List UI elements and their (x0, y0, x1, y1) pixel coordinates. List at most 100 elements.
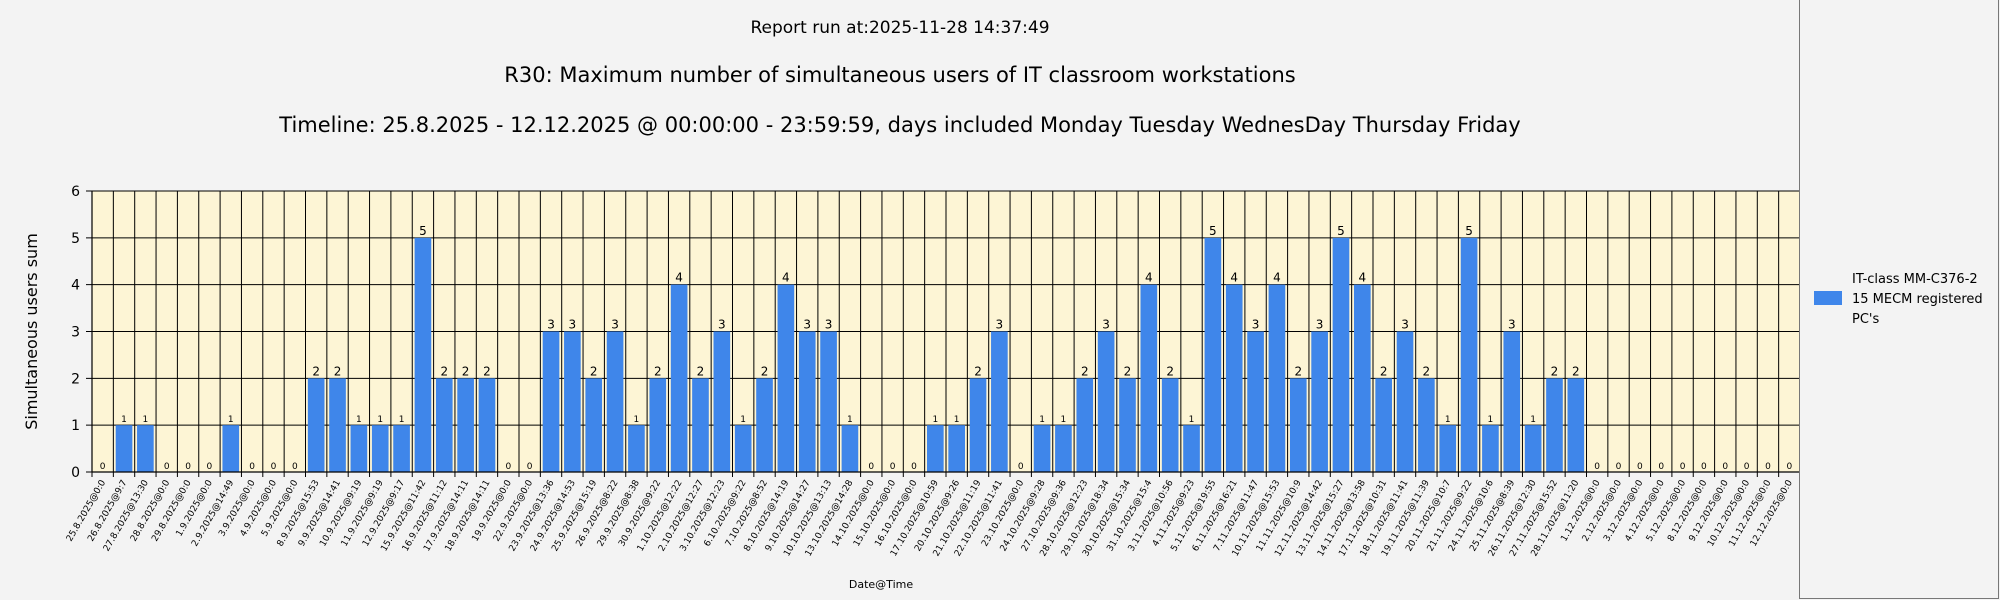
bar-value-label: 0 (1616, 462, 1622, 472)
bar-value-label: 0 (1701, 462, 1707, 472)
bar (670, 284, 688, 472)
bar (1524, 425, 1542, 472)
bar (1097, 331, 1115, 472)
bar-value-label: 4 (1145, 271, 1153, 285)
bar (820, 331, 837, 472)
bar-value-label: 2 (1551, 364, 1559, 378)
bar-value-label: 0 (527, 462, 533, 472)
bar-value-label: 3 (1252, 318, 1260, 332)
bar-value-label: 0 (1765, 462, 1771, 472)
bar (1183, 425, 1200, 472)
bar-value-label: 0 (1658, 462, 1664, 472)
bar-value-label: 3 (1508, 318, 1516, 332)
legend-swatch (1814, 291, 1842, 305)
bar (1055, 425, 1072, 472)
bar-value-label: 2 (1572, 364, 1580, 378)
report-run-timestamp: Report run at:2025-11-28 14:37:49 (750, 18, 1050, 38)
bar-chart: 0123456025.8.2025@0:0126.8.2025@9:7127.8… (22, 184, 1800, 591)
bar-value-label: 0 (1637, 462, 1643, 472)
bar-value-label: 1 (121, 415, 127, 425)
bar (414, 237, 432, 472)
bar-value-label: 2 (974, 364, 982, 378)
bar (222, 425, 240, 472)
bar-value-label: 1 (143, 415, 149, 425)
x-axis-title: Date@Time (849, 578, 913, 591)
bar (1140, 284, 1158, 472)
bar-value-label: 1 (932, 415, 938, 425)
bar-value-label: 4 (1359, 271, 1367, 285)
bar (734, 425, 752, 472)
bar (350, 425, 368, 472)
bar-value-label: 0 (292, 462, 298, 472)
bar-value-label: 2 (1124, 364, 1132, 378)
bar (329, 378, 346, 472)
bar-value-label: 1 (228, 415, 234, 425)
bar-value-label: 0 (164, 462, 170, 472)
bar (649, 378, 667, 472)
bar (1460, 237, 1478, 472)
bar-value-label: 1 (1445, 415, 1451, 425)
bar-value-label: 1 (1189, 415, 1195, 425)
bar (1439, 425, 1457, 472)
bar (1119, 378, 1136, 472)
bar (606, 331, 624, 472)
bar (1076, 378, 1094, 472)
y-tick-label: 5 (71, 231, 80, 247)
legend-panel: IT-class MM-C376-2 15 MECM registered PC… (1799, 0, 1999, 599)
bar-value-label: 2 (334, 364, 342, 378)
bar-value-label: 3 (547, 318, 555, 332)
bar-value-label: 0 (185, 462, 191, 472)
bar-value-label: 5 (1337, 224, 1345, 238)
bar (1033, 425, 1051, 472)
y-axis-title: Simultaneous users sum (22, 233, 41, 430)
bar-value-label: 3 (718, 318, 726, 332)
bar-value-label: 1 (356, 415, 362, 425)
bar (137, 425, 154, 472)
y-tick-label: 2 (71, 371, 80, 387)
bar-value-label: 2 (654, 364, 662, 378)
bar-value-label: 4 (1230, 271, 1238, 285)
bar-value-label: 2 (697, 364, 705, 378)
bar (628, 425, 645, 472)
bar-value-label: 1 (740, 415, 746, 425)
y-tick-label: 1 (71, 418, 80, 434)
bar-value-label: 2 (483, 364, 491, 378)
y-tick-label: 0 (71, 465, 80, 481)
bar-value-label: 0 (868, 462, 874, 472)
bar-value-label: 2 (1380, 364, 1388, 378)
bar (756, 378, 773, 472)
bar-value-label: 0 (1594, 462, 1600, 472)
bar (1567, 378, 1585, 472)
bar (371, 425, 389, 472)
bar-value-label: 0 (911, 462, 917, 472)
bar-value-label: 0 (1722, 462, 1728, 472)
bar-value-label: 0 (271, 462, 277, 472)
bar (585, 378, 603, 472)
bar-value-label: 3 (825, 318, 833, 332)
bar-value-label: 0 (207, 462, 213, 472)
bar (457, 378, 474, 472)
bar-value-label: 1 (634, 415, 640, 425)
bar (1289, 378, 1307, 472)
chart-subtitle: Timeline: 25.8.2025 - 12.12.2025 @ 00:00… (279, 113, 1521, 137)
y-tick-label: 6 (71, 184, 80, 200)
bar-value-label: 4 (675, 271, 683, 285)
bar-value-label: 1 (1061, 415, 1067, 425)
legend-label: IT-class MM-C376-2 15 MECM registered PC… (1852, 272, 1983, 327)
bar (1503, 331, 1521, 472)
bar-value-label: 0 (505, 462, 511, 472)
bar (692, 378, 709, 472)
bar-value-label: 2 (440, 364, 448, 378)
bar (542, 331, 560, 472)
bar-value-label: 3 (1316, 318, 1324, 332)
bar-value-label: 0 (890, 462, 896, 472)
bar-value-label: 0 (249, 462, 255, 472)
bar (1311, 331, 1328, 472)
bar-value-label: 1 (1039, 415, 1045, 425)
bar (926, 425, 944, 472)
bar-value-label: 5 (1465, 224, 1473, 238)
bar (991, 331, 1008, 472)
bar (1375, 378, 1393, 472)
bar-value-label: 1 (954, 415, 960, 425)
bar-value-label: 5 (419, 224, 427, 238)
